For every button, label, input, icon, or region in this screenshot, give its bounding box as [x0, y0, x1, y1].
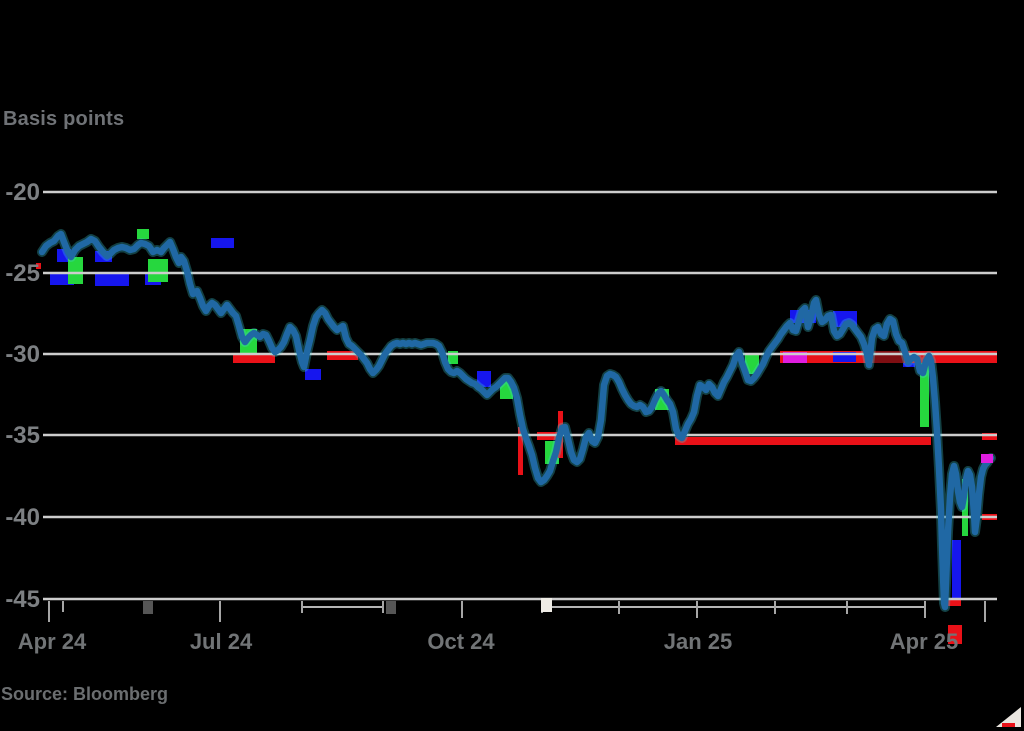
artifact-rect: [948, 598, 961, 606]
artifact-rect: [745, 355, 759, 374]
artifact-rect: [327, 351, 358, 360]
artifact-rect: [982, 433, 997, 440]
data-line: [38, 230, 995, 611]
artifact-rect: [783, 352, 807, 363]
x-axis-label: Oct 24: [427, 629, 495, 654]
artifact-rect: [143, 601, 153, 614]
artifact-rect: [95, 273, 129, 286]
x-axis-label: Apr 25: [890, 629, 958, 654]
artifact-rect: [981, 454, 993, 463]
x-axis-label: Jul 24: [190, 629, 253, 654]
source-label: Source: Bloomberg: [1, 684, 169, 704]
x-axis-label: Apr 24: [18, 629, 87, 654]
y-axis-label: -30: [5, 341, 40, 368]
artifact-rect: [137, 229, 149, 239]
artifact-rect: [675, 437, 931, 445]
data-line-fringe: [37, 229, 996, 612]
artifact-rect: [386, 601, 396, 614]
y-axis-label: -25: [5, 260, 40, 287]
artifact-rect: [541, 598, 552, 612]
y-axis-label: -20: [5, 179, 40, 206]
artifact-rect: [211, 238, 234, 248]
corner-icon-red-bar: [1002, 723, 1015, 727]
artifact-rect: [448, 351, 458, 364]
artifact-rect: [305, 369, 321, 380]
artifact-rect: [36, 263, 41, 269]
artifact-rect: [948, 625, 962, 644]
artifact-rect: [233, 354, 275, 363]
y-axis-unit-label: Basis points: [3, 108, 125, 130]
artifact-rect: [477, 371, 491, 387]
artifact-rect: [68, 257, 83, 284]
x-axis-label: Jan 25: [664, 629, 733, 654]
y-axis-label: -35: [5, 422, 40, 449]
y-axis-label: -40: [5, 504, 40, 531]
artifact-rect: [518, 427, 523, 475]
artifact-rect: [148, 259, 168, 282]
artifact-rect: [920, 361, 929, 427]
y-axis-label: -45: [5, 586, 40, 613]
artifact-rect: [952, 540, 961, 598]
artifact-rect: [833, 352, 856, 362]
corner-play-icon[interactable]: [996, 707, 1021, 727]
